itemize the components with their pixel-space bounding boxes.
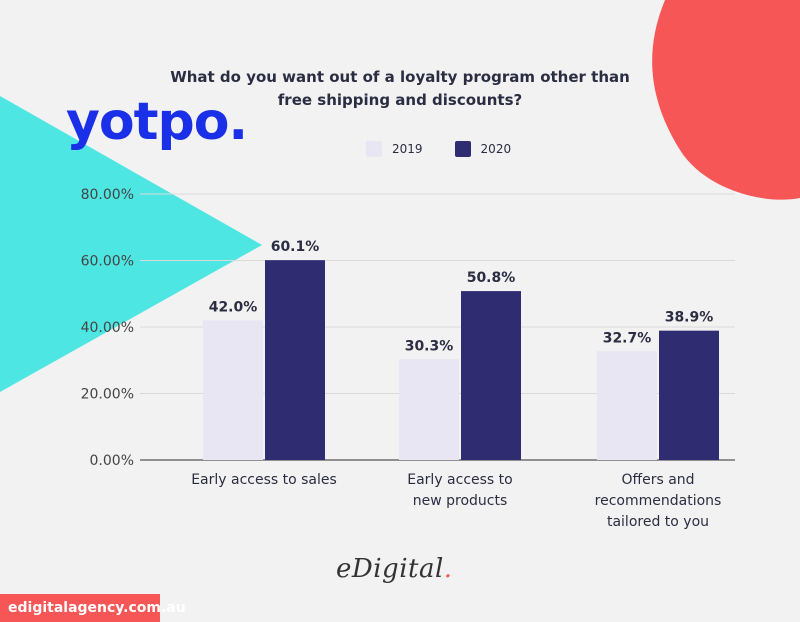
data-label: 38.9% — [665, 310, 714, 326]
legend-label-2019: 2019 — [392, 142, 423, 156]
bar-2020 — [659, 330, 719, 460]
data-label: 50.8% — [467, 270, 516, 286]
bar-2019 — [399, 359, 459, 460]
y-tick-label: 0.00% — [90, 453, 134, 469]
bar-2020 — [461, 291, 521, 460]
x-tick-label: Offers and — [621, 472, 694, 488]
legend-swatch-2020 — [454, 141, 471, 157]
legend-item-2019: 2019 — [366, 141, 423, 157]
cyan-triangle-shape — [0, 96, 262, 392]
data-label: 30.3% — [405, 338, 454, 354]
chart-legend: 2019 2020 — [366, 141, 533, 157]
y-tick-label: 40.00% — [81, 320, 134, 336]
data-label: 42.0% — [209, 299, 258, 315]
data-label: 32.7% — [603, 330, 652, 346]
legend-swatch-2019 — [366, 141, 382, 157]
y-tick-label: 60.00% — [81, 254, 134, 270]
yotpo-logo: yotpo. — [66, 92, 248, 152]
x-tick-label: tailored to you — [607, 514, 709, 530]
bar-2019 — [203, 320, 263, 460]
x-tick-label: new products — [413, 493, 508, 509]
y-tick-label: 80.00% — [81, 187, 134, 203]
legend-item-2020: 2020 — [454, 141, 512, 157]
edigital-brand: eDigital. — [336, 554, 453, 584]
data-label: 60.1% — [271, 239, 320, 255]
chart-title-line-2: free shipping and discounts? — [277, 91, 523, 109]
coral-blob-shape — [652, 0, 800, 200]
x-tick-label: Early access to sales — [191, 472, 337, 488]
bar-2020 — [265, 260, 325, 460]
edigital-brand-dot: . — [443, 554, 453, 584]
bar-2019 — [597, 351, 657, 460]
x-tick-label: Early access to — [407, 472, 513, 488]
edigital-brand-name: eDigital — [336, 554, 444, 584]
legend-label-2020: 2020 — [480, 142, 512, 156]
chart-title-line-1: What do you want out of a loyalty progra… — [170, 68, 630, 86]
y-tick-label: 20.00% — [81, 387, 134, 403]
x-tick-label: recommendations — [595, 493, 722, 509]
chart-title: What do you want out of a loyalty progra… — [160, 66, 640, 112]
footer-url-link[interactable]: edigitalagency.com.au — [0, 594, 186, 622]
